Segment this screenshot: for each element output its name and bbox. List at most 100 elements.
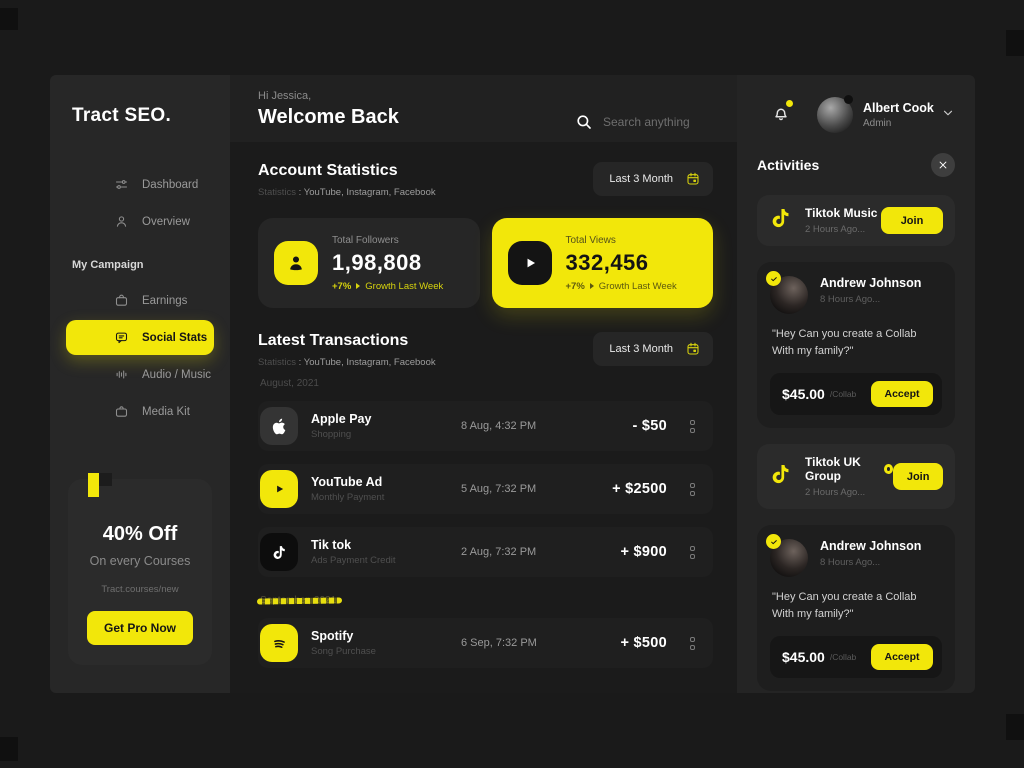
briefcase-icon [115, 406, 128, 417]
sidebar: Tract SEO. Dashboard Overview My Campaig… [50, 75, 230, 693]
transaction-row[interactable]: YouTube Ad Monthly Payment 5 Aug, 7:32 P… [258, 464, 713, 514]
notifications-bell-icon[interactable] [771, 99, 793, 128]
month-group-label-scribbled: September, 2021 [260, 595, 337, 606]
transaction-row[interactable]: Apple Pay Shopping 8 Aug, 4:32 PM - $50 [258, 401, 713, 451]
accept-button[interactable]: Accept [871, 644, 933, 671]
wallet-icon [115, 294, 128, 306]
activity-avatar [766, 534, 808, 578]
profile-name: Albert Cook [863, 101, 934, 115]
get-pro-button[interactable]: Get Pro Now [87, 611, 193, 645]
activity-join-item: Tiktok Music 2 Hours Ago... Join [757, 195, 955, 246]
promo-subtitle: On every Courses [89, 554, 191, 568]
activities-header: Activities [757, 153, 955, 177]
transaction-category: Song Purchase [311, 646, 376, 657]
transaction-row[interactable]: Spotify Song Purchase 6 Sep, 7:32 PM + $… [258, 618, 713, 668]
sidebar-item-label: Dashboard [142, 178, 199, 191]
activity-join-item: Tiktok UK Group 2 Hours Ago... Join [757, 444, 955, 510]
more-options-icon[interactable] [679, 482, 705, 496]
search-input[interactable] [603, 115, 713, 129]
activity-avatar [766, 271, 808, 314]
spotify-icon [260, 624, 298, 662]
profile-row: Albert Cook Admin [757, 95, 955, 133]
activity-name: Andrew Johnson [820, 276, 922, 290]
play-icon [527, 258, 535, 268]
transaction-category: Monthly Payment [311, 492, 385, 503]
greeting-text: Hi Jessica, [258, 90, 312, 102]
price-bar: $45.00 /Collab Accept [770, 636, 942, 679]
chat-icon [115, 332, 128, 344]
activities-panel: Albert Cook Admin Activities Tiktok Musi… [737, 75, 975, 693]
price: $45.00 [782, 386, 825, 403]
audio-waves-icon [116, 370, 127, 379]
activity-time: 2 Hours Ago... [805, 487, 866, 499]
app-logo: Tract SEO. [72, 105, 172, 126]
tiktok-icon [260, 533, 298, 571]
user-icon [116, 216, 127, 227]
activity-name: Tiktok Music [805, 206, 878, 220]
user-icon [290, 256, 302, 271]
date-range-button[interactable]: Last 3 Month [593, 162, 713, 196]
account-statistics-header: Account Statistics Statistics : YouTube,… [258, 162, 713, 198]
views-card: Total Views 332,456 +7% Growth Last Week [491, 218, 713, 308]
sidebar-item-media-kit[interactable]: Media Kit [66, 394, 214, 429]
verified-badge-icon [884, 464, 894, 475]
profile-avatar[interactable] [817, 95, 853, 133]
section-title: Account Statistics [258, 162, 398, 179]
profile-role: Admin [863, 118, 892, 129]
activity-name: Tiktok UK Group [805, 455, 894, 483]
join-button[interactable]: Join [881, 207, 943, 234]
tiktok-icon [769, 206, 793, 235]
accept-button[interactable]: Accept [871, 381, 933, 408]
transaction-category: Ads Payment Credit [311, 555, 396, 566]
more-options-icon[interactable] [679, 545, 705, 559]
page-title: Welcome Back [258, 106, 399, 128]
month-group-label: August, 2021 [260, 378, 319, 389]
promo-title: 40% Off [102, 523, 178, 545]
activity-name: Andrew Johnson [820, 539, 922, 554]
youtube-icon [260, 470, 298, 508]
growth-arrow-icon [589, 283, 594, 289]
date-range-button[interactable]: Last 3 Month [593, 332, 713, 366]
transaction-name: Apple Pay [311, 412, 372, 426]
search-bar [575, 102, 713, 142]
stat-growth: +7% Growth Last Week [565, 280, 677, 292]
close-activities-button[interactable] [931, 153, 955, 177]
activity-message: "Hey Can you create a Collab With my fam… [772, 591, 917, 621]
close-icon [939, 161, 947, 169]
transaction-category: Shopping [311, 429, 352, 440]
chevron-down-icon[interactable] [941, 106, 955, 125]
views-icon [507, 241, 552, 285]
more-options-icon[interactable] [679, 419, 705, 433]
transaction-row[interactable]: Tik tok Ads Payment Credit 2 Aug, 7:32 P… [258, 527, 713, 577]
sidebar-item-audio-music[interactable]: Audio / Music [66, 357, 214, 392]
section-subtitle: Statistics : YouTube, Instagram, Faceboo… [258, 357, 436, 368]
promo-card: 40% Off On every Courses Tract.courses/n… [68, 473, 212, 665]
sidebar-item-overview[interactable]: Overview [66, 204, 214, 239]
price-bar: $45.00 /Collab Accept [770, 373, 942, 416]
transaction-date: 2 Aug, 7:32 PM [461, 546, 537, 558]
promo-link[interactable]: Tract.courses/new [101, 584, 179, 595]
activity-message: "Hey Can you create a Collab With my fam… [772, 328, 917, 358]
sidebar-item-dashboard[interactable]: Dashboard [66, 167, 214, 202]
stat-value: 1,98,808 [332, 249, 422, 275]
corner-artifact [1006, 30, 1024, 56]
followers-card: Total Followers 1,98,808 +7% Growth Last… [258, 218, 480, 308]
main-content: Hi Jessica, Welcome Back Account Statist… [230, 75, 737, 693]
activity-time: 2 Hours Ago... [805, 224, 866, 235]
transaction-amount: - $50 [632, 418, 667, 434]
followers-icon [274, 241, 318, 285]
sidebar-item-social-stats[interactable]: Social Stats [66, 320, 214, 355]
join-button[interactable]: Join [893, 463, 943, 491]
transaction-amount: + $2500 [612, 481, 667, 497]
transaction-name: Tik tok [311, 538, 352, 552]
activity-request-card: Andrew Johnson 8 Hours Ago... "Hey Can y… [757, 525, 955, 692]
sidebar-item-label: Audio / Music [142, 368, 212, 381]
more-options-icon[interactable] [679, 636, 705, 650]
sidebar-item-earnings[interactable]: Earnings [66, 283, 214, 318]
price-unit: /Collab [829, 652, 857, 663]
dashboard-frame: Tract SEO. Dashboard Overview My Campaig… [50, 75, 975, 693]
notification-dot [786, 99, 793, 107]
sidebar-item-label: Social Stats [142, 331, 208, 344]
search-icon[interactable] [575, 113, 593, 131]
promo-logo-icon [88, 473, 112, 497]
